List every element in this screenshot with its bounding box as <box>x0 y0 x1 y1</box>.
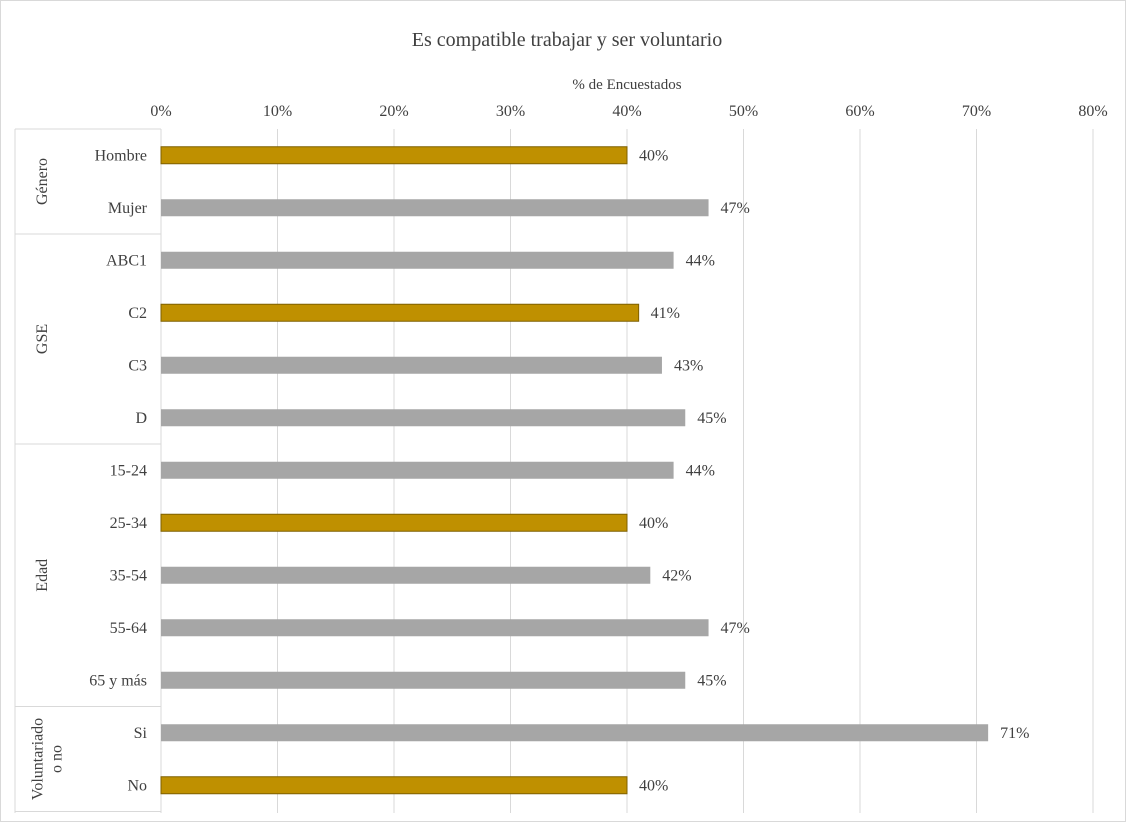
category-label: ABC1 <box>106 252 147 269</box>
data-labels: 40% 47% 44% 41% 43% 45% 44% 40% 42% 47% 45% 71% 40% <box>639 147 1029 794</box>
category-label: Mujer <box>108 200 148 217</box>
bar-d <box>161 409 686 427</box>
x-tick-label: 60% <box>845 103 874 120</box>
category-groups: Hombre Mujer Género ABC1 C2 C3 D GSE 15-24 25-34 3… <box>14 128 161 813</box>
bar-c2 <box>160 303 640 322</box>
x-tick-label: 40% <box>612 103 641 120</box>
category-label: 55-64 <box>110 620 147 637</box>
data-label: 40% <box>639 147 668 164</box>
data-label: 43% <box>674 357 703 374</box>
data-label: 45% <box>697 672 726 689</box>
category-label: Si <box>134 725 148 742</box>
x-tick-label: 50% <box>729 103 758 120</box>
x-axis-ticks: 0% 10% 20% 30% 40% 50% 60% 70% 80% <box>150 103 1107 120</box>
category-label: C3 <box>128 357 147 374</box>
bar-35-54 <box>161 566 651 584</box>
bar-15-24 <box>161 461 674 479</box>
bar-hombre <box>160 146 628 165</box>
data-label: 42% <box>662 567 691 584</box>
category-label: C2 <box>128 305 147 322</box>
data-label: 47% <box>721 620 750 637</box>
x-tick-label: 80% <box>1078 103 1107 120</box>
bar-abc1 <box>161 251 674 269</box>
category-label: 35-54 <box>110 567 147 584</box>
category-label: 25-34 <box>110 515 147 532</box>
x-tick-label: 0% <box>150 103 171 120</box>
chart-title: Es compatible trabajar y ser voluntario <box>412 29 722 51</box>
category-label: Hombre <box>95 147 147 164</box>
group-label-line: o no <box>49 745 66 773</box>
bar-c3 <box>161 356 662 374</box>
bar-si <box>161 724 989 742</box>
data-label: 45% <box>697 410 726 427</box>
data-label: 47% <box>721 200 750 217</box>
x-axis-title: % de Encuestados <box>572 77 681 93</box>
category-label: 15-24 <box>110 462 147 479</box>
x-tick-label: 30% <box>496 103 525 120</box>
x-tick-label: 70% <box>962 103 991 120</box>
group-label: GSE <box>34 324 51 354</box>
x-tick-label: 10% <box>263 103 292 120</box>
group-label: Edad <box>34 559 51 592</box>
bar-55-64 <box>161 619 709 637</box>
data-label: 41% <box>651 305 680 322</box>
data-label: 40% <box>639 777 668 794</box>
bars <box>160 146 989 795</box>
data-label: 71% <box>1000 725 1029 742</box>
category-label: No <box>127 777 147 794</box>
data-label: 44% <box>686 252 715 269</box>
group-label-line: Voluntariado <box>30 718 47 800</box>
group-label: Voluntariado o no <box>30 718 66 800</box>
category-label: D <box>135 410 147 427</box>
bar-no <box>160 776 628 795</box>
bar-25-34 <box>160 513 628 532</box>
group-label: Género <box>34 158 51 205</box>
bar-65-y-más <box>161 671 686 689</box>
x-tick-label: 20% <box>379 103 408 120</box>
bar-mujer <box>161 199 709 217</box>
data-label: 40% <box>639 515 668 532</box>
category-label: 65 y más <box>89 672 147 689</box>
data-label: 44% <box>686 462 715 479</box>
